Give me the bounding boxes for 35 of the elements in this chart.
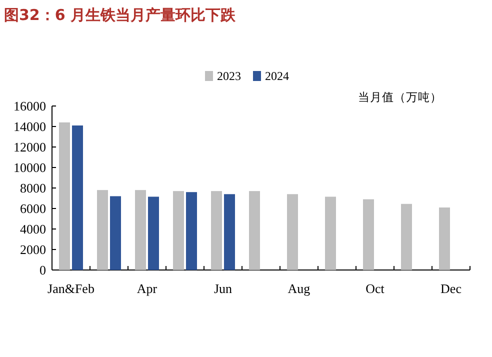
bar [59,122,70,270]
bar [148,196,159,270]
bar [249,191,260,270]
y-tick-label: 16000 [14,98,46,114]
title: 图32：6 月生铁当月产量环比下跌 [4,6,236,24]
bar [186,192,197,270]
bar [287,194,298,270]
legend-label: 2023 [217,69,241,83]
bar [224,194,235,270]
y-tick-label: 2000 [20,242,46,257]
y-tick-label: 10000 [14,160,46,175]
y-tick-label: 4000 [20,222,46,236]
y-tick-label: 14000 [14,119,46,134]
bar [363,199,374,270]
x-tick-label: Jun [214,281,233,296]
legend-label: 2024 [265,69,289,83]
y-axis-title: 当月值（万吨） [358,90,442,104]
bar [173,191,184,270]
bar [439,207,450,270]
bar [97,190,108,270]
bar [72,125,83,270]
x-tick-label: Aug [288,281,311,296]
y-tick-label: 0 [40,262,46,278]
x-tick-label: Jan&Feb [48,281,94,296]
x-tick-label: Dec [440,281,462,296]
bar [110,196,121,270]
y-tick-label: 12000 [14,140,46,154]
bar [135,190,146,270]
y-tick-label: 6000 [20,201,46,216]
x-tick-label: Oct [366,281,385,296]
bar [325,196,336,270]
x-tick-label: Apr [136,281,158,296]
bar [211,191,222,270]
y-tick-label: 8000 [20,180,46,196]
bar [401,204,412,270]
